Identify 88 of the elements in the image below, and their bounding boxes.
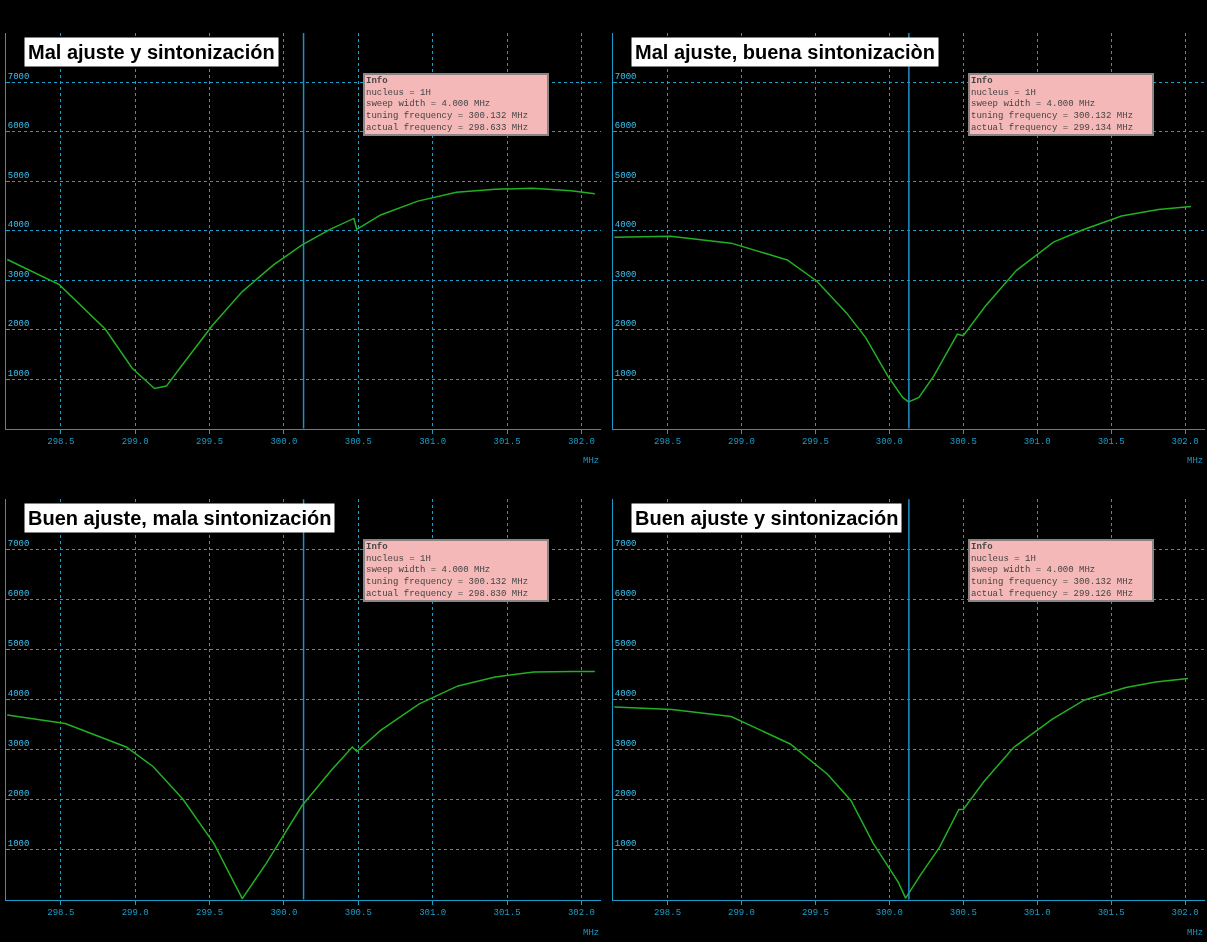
x-tick-label: 300.0	[270, 437, 298, 448]
x-tick-label: 300.5	[344, 908, 372, 919]
y-tick-label: 1000	[7, 368, 30, 379]
annotation: sweep width = 4.000 MHz	[971, 99, 1096, 110]
y-tick-label: 3000	[7, 738, 30, 749]
annotation: nucleus = 1H	[971, 553, 1036, 564]
y-tick-label: 6000	[7, 121, 30, 132]
y-tick-label: 2000	[614, 319, 637, 330]
y-tick-label: 2000	[7, 319, 30, 330]
x-tick-label: 299.5	[801, 437, 829, 448]
x-tick-label: 299.5	[196, 437, 224, 448]
y-tick-label: 5000	[7, 170, 30, 181]
chart-title: Mal ajuste y sintonización	[28, 41, 275, 63]
annotation: Info	[366, 76, 388, 86]
x-tick-label: 299.5	[196, 908, 224, 919]
y-tick-label: 1000	[614, 838, 637, 849]
annotation: Info	[366, 542, 388, 552]
x-tick-label: 300.5	[344, 437, 372, 448]
x-tick-label: 299.0	[727, 908, 755, 919]
annotation: nucleus = 1H	[366, 553, 431, 564]
y-tick-label: 3000	[614, 738, 637, 749]
annotation: actual frequency = 298.633 MHz	[366, 122, 529, 133]
y-tick-label: 7000	[7, 71, 30, 82]
y-tick-label: 4000	[614, 220, 637, 231]
x-tick-label: 299.5	[801, 908, 829, 919]
y-tick-label: 4000	[614, 688, 637, 699]
y-tick-label: 6000	[614, 121, 637, 132]
x-tick-label: 298.5	[47, 437, 75, 448]
annotation: sweep width = 4.000 MHz	[366, 99, 491, 110]
x-tick-label: 301.0	[1023, 908, 1051, 919]
annotation: tuning frequency = 300.132 MHz	[366, 111, 529, 122]
y-tick-label: 7000	[614, 538, 637, 549]
annotation: tuning frequency = 300.132 MHz	[971, 577, 1134, 588]
y-tick-label: 3000	[614, 269, 637, 280]
annotation: nucleus = 1H	[971, 87, 1036, 98]
y-tick-label: 6000	[614, 588, 637, 599]
x-tick-label: 300.0	[270, 908, 298, 919]
y-tick-label: 7000	[614, 71, 637, 82]
x-tick-label: 301.0	[419, 437, 447, 448]
x-tick-label: 298.5	[654, 908, 682, 919]
y-tick-label: 1000	[7, 838, 30, 849]
y-tick-label: 5000	[7, 638, 30, 649]
x-tick-label: 301.0	[419, 908, 447, 919]
x-tick-label: 298.5	[47, 908, 75, 919]
x-axis-title: MHz	[583, 928, 600, 938]
x-tick-label: 300.5	[949, 437, 977, 448]
x-tick-label: 301.0	[1023, 437, 1051, 448]
y-tick-label: 7000	[7, 538, 30, 549]
x-tick-label: 301.5	[1097, 437, 1125, 448]
y-tick-label: 6000	[7, 588, 30, 599]
annotation: Info	[971, 76, 993, 86]
x-tick-label: 302.0	[1171, 908, 1199, 919]
x-tick-label: 301.5	[1097, 908, 1125, 919]
x-tick-label: 301.5	[493, 437, 521, 448]
y-tick-label: 4000	[7, 220, 30, 231]
x-tick-label: 302.0	[567, 908, 595, 919]
annotation: tuning frequency = 300.132 MHz	[971, 111, 1134, 122]
annotation: sweep width = 4.000 MHz	[971, 565, 1096, 576]
y-tick-label: 2000	[614, 788, 637, 799]
x-tick-label: 300.0	[875, 437, 903, 448]
y-tick-label: 1000	[614, 368, 637, 379]
annotation: nucleus = 1H	[366, 87, 431, 98]
annotation: actual frequency = 299.126 MHz	[971, 588, 1134, 599]
x-tick-label: 302.0	[567, 437, 595, 448]
y-tick-label: 5000	[614, 638, 637, 649]
x-tick-label: 300.5	[949, 908, 977, 919]
x-axis-title: MHz	[583, 456, 600, 466]
annotation: actual frequency = 298.830 MHz	[366, 588, 529, 599]
annotation: actual frequency = 299.134 MHz	[971, 122, 1134, 133]
chart-title: Buen ajuste y sintonización	[635, 507, 899, 529]
y-tick-label: 3000	[7, 269, 30, 280]
y-tick-label: 2000	[7, 788, 30, 799]
x-tick-label: 299.0	[121, 908, 149, 919]
x-tick-label: 298.5	[654, 437, 682, 448]
x-tick-label: 301.5	[493, 908, 521, 919]
x-tick-label: 299.0	[727, 437, 755, 448]
x-tick-label: 302.0	[1171, 437, 1199, 448]
annotation: Info	[971, 542, 993, 552]
y-tick-label: 5000	[614, 170, 637, 181]
annotation: sweep width = 4.000 MHz	[366, 565, 491, 576]
chart-title: Mal ajuste, buena sintonizaciòn	[635, 41, 936, 63]
x-tick-label: 299.0	[121, 437, 149, 448]
x-axis-title: MHz	[1187, 456, 1204, 466]
x-axis-title: MHz	[1187, 928, 1204, 938]
x-tick-label: 300.0	[875, 908, 903, 919]
annotation: tuning frequency = 300.132 MHz	[366, 577, 529, 588]
chart-title: Buen ajuste, mala sintonización	[28, 507, 332, 529]
y-tick-label: 4000	[7, 688, 30, 699]
